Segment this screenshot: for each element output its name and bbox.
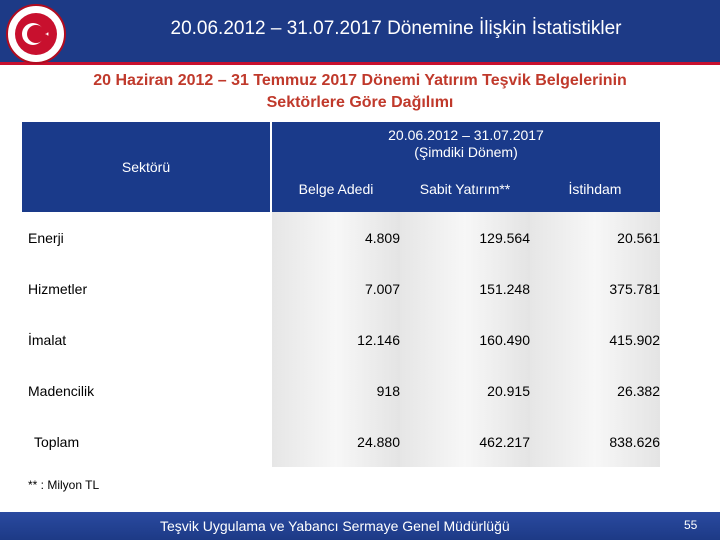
footer-organization: Teşvik Uygulama ve Yabancı Sermaye Genel… <box>160 518 510 534</box>
cell-value: 20.561 <box>530 212 660 263</box>
footnote: ** : Milyon TL <box>28 478 100 492</box>
cell-value: 918 <box>270 365 400 416</box>
cell-value: 151.248 <box>400 263 530 314</box>
header-divider <box>0 62 720 65</box>
table-title-line-2: Sektörlere Göre Dağılımı <box>266 94 454 111</box>
page-title: 20.06.2012 – 31.07.2017 Dönemine İlişkin… <box>170 18 622 39</box>
cell-value: 26.382 <box>530 365 660 416</box>
row-label-hizmetler: Hizmetler <box>0 263 270 314</box>
period-header-label: (Şimdiki Dönem) <box>414 144 518 160</box>
ministry-emblem-icon <box>6 4 66 64</box>
row-label-madencilik: Madencilik <box>0 365 270 416</box>
cell-value: 4.809 <box>270 212 400 263</box>
column-header-istihdam: İstihdam <box>530 166 660 212</box>
cell-value: 160.490 <box>400 314 530 365</box>
cell-value: 375.781 <box>530 263 660 314</box>
period-header: 20.06.2012 – 31.07.2017 (Şimdiki Dönem) <box>270 122 660 166</box>
row-label-imalat: İmalat <box>0 314 270 365</box>
cell-value: 20.915 <box>400 365 530 416</box>
table-title-line-1: 20 Haziran 2012 – 31 Temmuz 2017 Dönemi … <box>93 72 627 89</box>
page-number: 55 <box>684 518 698 532</box>
row-label-toplam: Toplam <box>0 416 270 467</box>
footer-bar <box>0 512 720 540</box>
column-header-sabit-yatirim: Sabit Yatırım** <box>400 166 530 212</box>
period-header-range: 20.06.2012 – 31.07.2017 <box>388 127 544 143</box>
row-label-enerji: Enerji <box>0 212 270 263</box>
sector-header: Sektörü <box>22 122 270 212</box>
cell-value: 838.626 <box>530 416 660 467</box>
cell-value: 24.880 <box>270 416 400 467</box>
sector-header-label: Sektörü <box>121 159 171 175</box>
cell-value: 129.564 <box>400 212 530 263</box>
table-title: 20 Haziran 2012 – 31 Temmuz 2017 Dönemi … <box>0 70 720 114</box>
cell-value: 7.007 <box>270 263 400 314</box>
cell-value: 415.902 <box>530 314 660 365</box>
cell-value: 462.217 <box>400 416 530 467</box>
cell-value: 12.146 <box>270 314 400 365</box>
column-header-belge: Belge Adedi <box>270 166 400 212</box>
header-bar <box>0 0 720 62</box>
